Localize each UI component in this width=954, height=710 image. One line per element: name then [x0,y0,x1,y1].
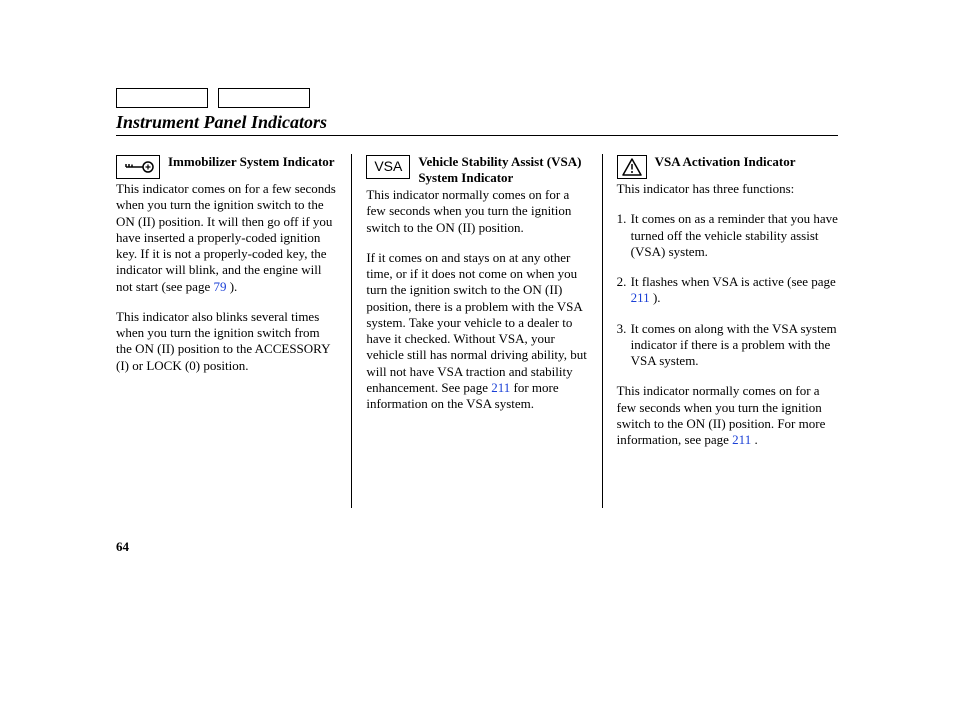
body-text: It comes on as a reminder that you have … [631,211,838,259]
body-text: . [751,432,758,447]
column-3: VSA Activation Indicator This indicator … [617,154,838,508]
section-title-vsa-system: Vehicle Stability Assist (VSA) System In… [418,154,587,185]
col2-paragraph-1: This indicator normally comes on for a f… [366,187,587,236]
warning-triangle-icon [617,155,647,179]
col1-paragraph-1: This indicator comes on for a few second… [116,181,337,295]
body-text: It comes on along with the VSA system in… [631,321,837,369]
tab-placeholder-2 [218,88,310,108]
body-text: ). [650,290,661,305]
section-header-immobilizer: Immobilizer System Indicator [116,154,337,179]
column-1: Immobilizer System Indicator This indica… [116,154,337,508]
page-link-211[interactable]: 211 [631,290,650,305]
col3-paragraph-final: This indicator normally comes on for a f… [617,383,838,448]
column-divider-1 [351,154,352,508]
list-item: It flashes when VSA is active (see page … [617,274,838,307]
title-rule [116,135,838,136]
list-item: It comes on as a reminder that you have … [617,211,838,260]
key-icon [116,155,160,179]
body-text: This indicator comes on for a few second… [116,181,336,294]
body-text: This indicator normally comes on for a f… [617,383,826,447]
column-2: VSA Vehicle Stability Assist (VSA) Syste… [366,154,587,508]
body-text: It flashes when VSA is active (see page [631,274,836,289]
page-link-211[interactable]: 211 [732,432,751,447]
body-text: ). [226,279,237,294]
manual-page: Instrument Panel Indicators Immobilizer … [0,0,954,710]
page-link-79[interactable]: 79 [213,279,226,294]
content-columns: Immobilizer System Indicator This indica… [116,154,838,508]
tab-placeholder-1 [116,88,208,108]
section-title-immobilizer: Immobilizer System Indicator [168,154,335,170]
section-header-vsa-system: VSA Vehicle Stability Assist (VSA) Syste… [366,154,587,185]
page-link-211[interactable]: 211 [491,380,510,395]
list-item: It comes on along with the VSA system in… [617,321,838,370]
col3-function-list: It comes on as a reminder that you have … [617,211,838,369]
page-title: Instrument Panel Indicators [116,112,838,133]
col3-intro: This indicator has three functions: [617,181,838,197]
page-number: 64 [116,539,129,555]
column-divider-2 [602,154,603,508]
col2-paragraph-2: If it comes on and stays on at any other… [366,250,587,413]
body-text: If it comes on and stays on at any other… [366,250,586,395]
icon-text-vsa: VSA [374,158,402,176]
section-title-vsa-activation: VSA Activation Indicator [655,154,796,170]
header-tabs [116,88,838,108]
col1-paragraph-2: This indicator also blinks several times… [116,309,337,374]
section-header-vsa-activation: VSA Activation Indicator [617,154,838,179]
vsa-label-icon: VSA [366,155,410,179]
